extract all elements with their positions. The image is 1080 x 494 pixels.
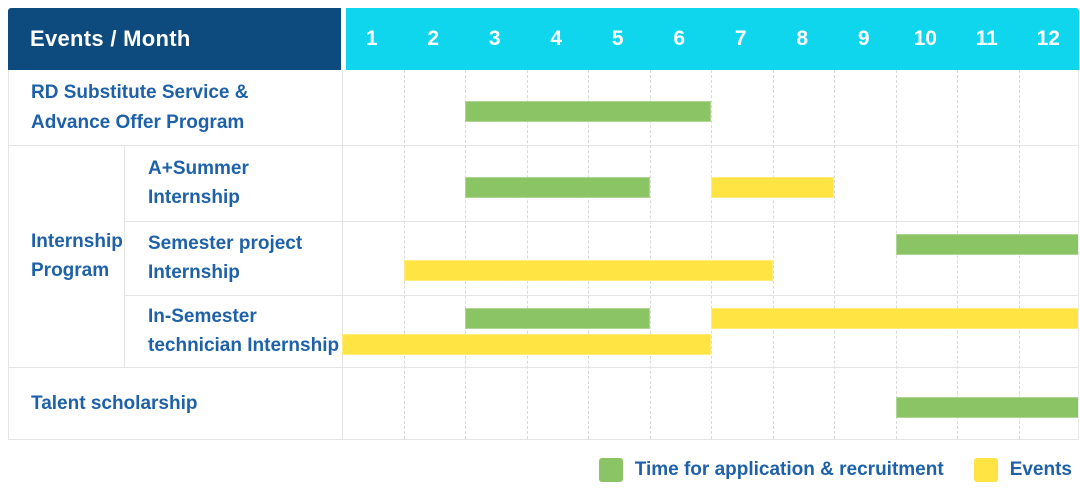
legend-swatch-yellow	[973, 458, 998, 482]
month-labels: 1 2 3 4 5 6 7 8 9 10 11 12	[341, 8, 1079, 70]
row-label: Semester project Internship	[148, 232, 303, 283]
month-gridline	[588, 70, 589, 439]
month-gridline	[526, 70, 528, 439]
month-gridline	[834, 70, 835, 439]
gantt-bar-yellow	[403, 260, 773, 281]
row-divider	[9, 367, 1078, 368]
month-label: 3	[488, 27, 501, 50]
month-label: 11	[975, 27, 998, 50]
month-label: 12	[1036, 27, 1060, 50]
row-label: RD Substitute Service & Advance Offer Pr…	[31, 82, 249, 133]
gantt-bar-green	[895, 234, 1078, 255]
row-label: A+Summer Internship	[148, 157, 249, 208]
month-header-row: 1 2 3 4 5 6 7 8 9 10 11 12	[341, 8, 1079, 70]
legend-item: Events	[973, 458, 1072, 482]
gantt-body: Internship Program RD Substitute Service …	[8, 70, 1079, 440]
month-label: 9	[857, 27, 870, 50]
gantt-bar-green	[465, 308, 650, 329]
label-grid-divider	[342, 70, 343, 439]
gantt-bar-yellow	[342, 334, 711, 355]
month-label: 4	[550, 27, 563, 50]
row-group-label: Internship Program	[31, 230, 123, 281]
gantt-bar-green	[465, 101, 711, 122]
month-label: 2	[427, 27, 440, 50]
row-divider	[124, 295, 1078, 296]
month-label: 10	[913, 27, 937, 50]
header-title-cell: Events / Month	[8, 8, 341, 70]
month-label: 5	[611, 27, 624, 50]
row-divider	[9, 145, 1078, 146]
month-gridline	[711, 70, 712, 439]
gantt-bar-green	[465, 177, 650, 198]
gantt-bar-yellow	[711, 177, 834, 198]
gantt-bar-green	[895, 397, 1078, 418]
month-label: 8	[796, 27, 809, 50]
month-header-background	[346, 8, 1079, 70]
month-label: 1	[365, 27, 378, 50]
header-row: Events / Month 1 2 3 4 5 6 7 8 9 10 11 12	[8, 8, 1079, 70]
row-label: Talent scholarship	[31, 392, 198, 414]
gantt-table: Events / Month 1 2 3 4 5 6 7 8 9 10 11 12 Internshi…	[8, 8, 1079, 440]
legend-item: Time for application & recruitment	[598, 458, 944, 482]
group-divider	[124, 145, 125, 367]
row-label: In-Semester technician Internship	[148, 305, 340, 356]
legend-swatch-green	[598, 458, 623, 482]
month-gridline	[465, 70, 466, 439]
legend-label: Time for application & recruitment	[634, 459, 944, 480]
row-divider	[124, 221, 1078, 222]
month-gridline	[403, 70, 405, 439]
header-title: Events / Month	[30, 26, 191, 51]
month-gridline	[649, 70, 651, 439]
gantt-bar-yellow	[711, 308, 1078, 329]
month-gridline	[772, 70, 774, 439]
month-label: 6	[673, 27, 686, 50]
legend: Time for application & recruitment Events	[598, 458, 1072, 482]
month-label: 7	[734, 27, 747, 50]
legend-label: Events	[1009, 459, 1072, 480]
